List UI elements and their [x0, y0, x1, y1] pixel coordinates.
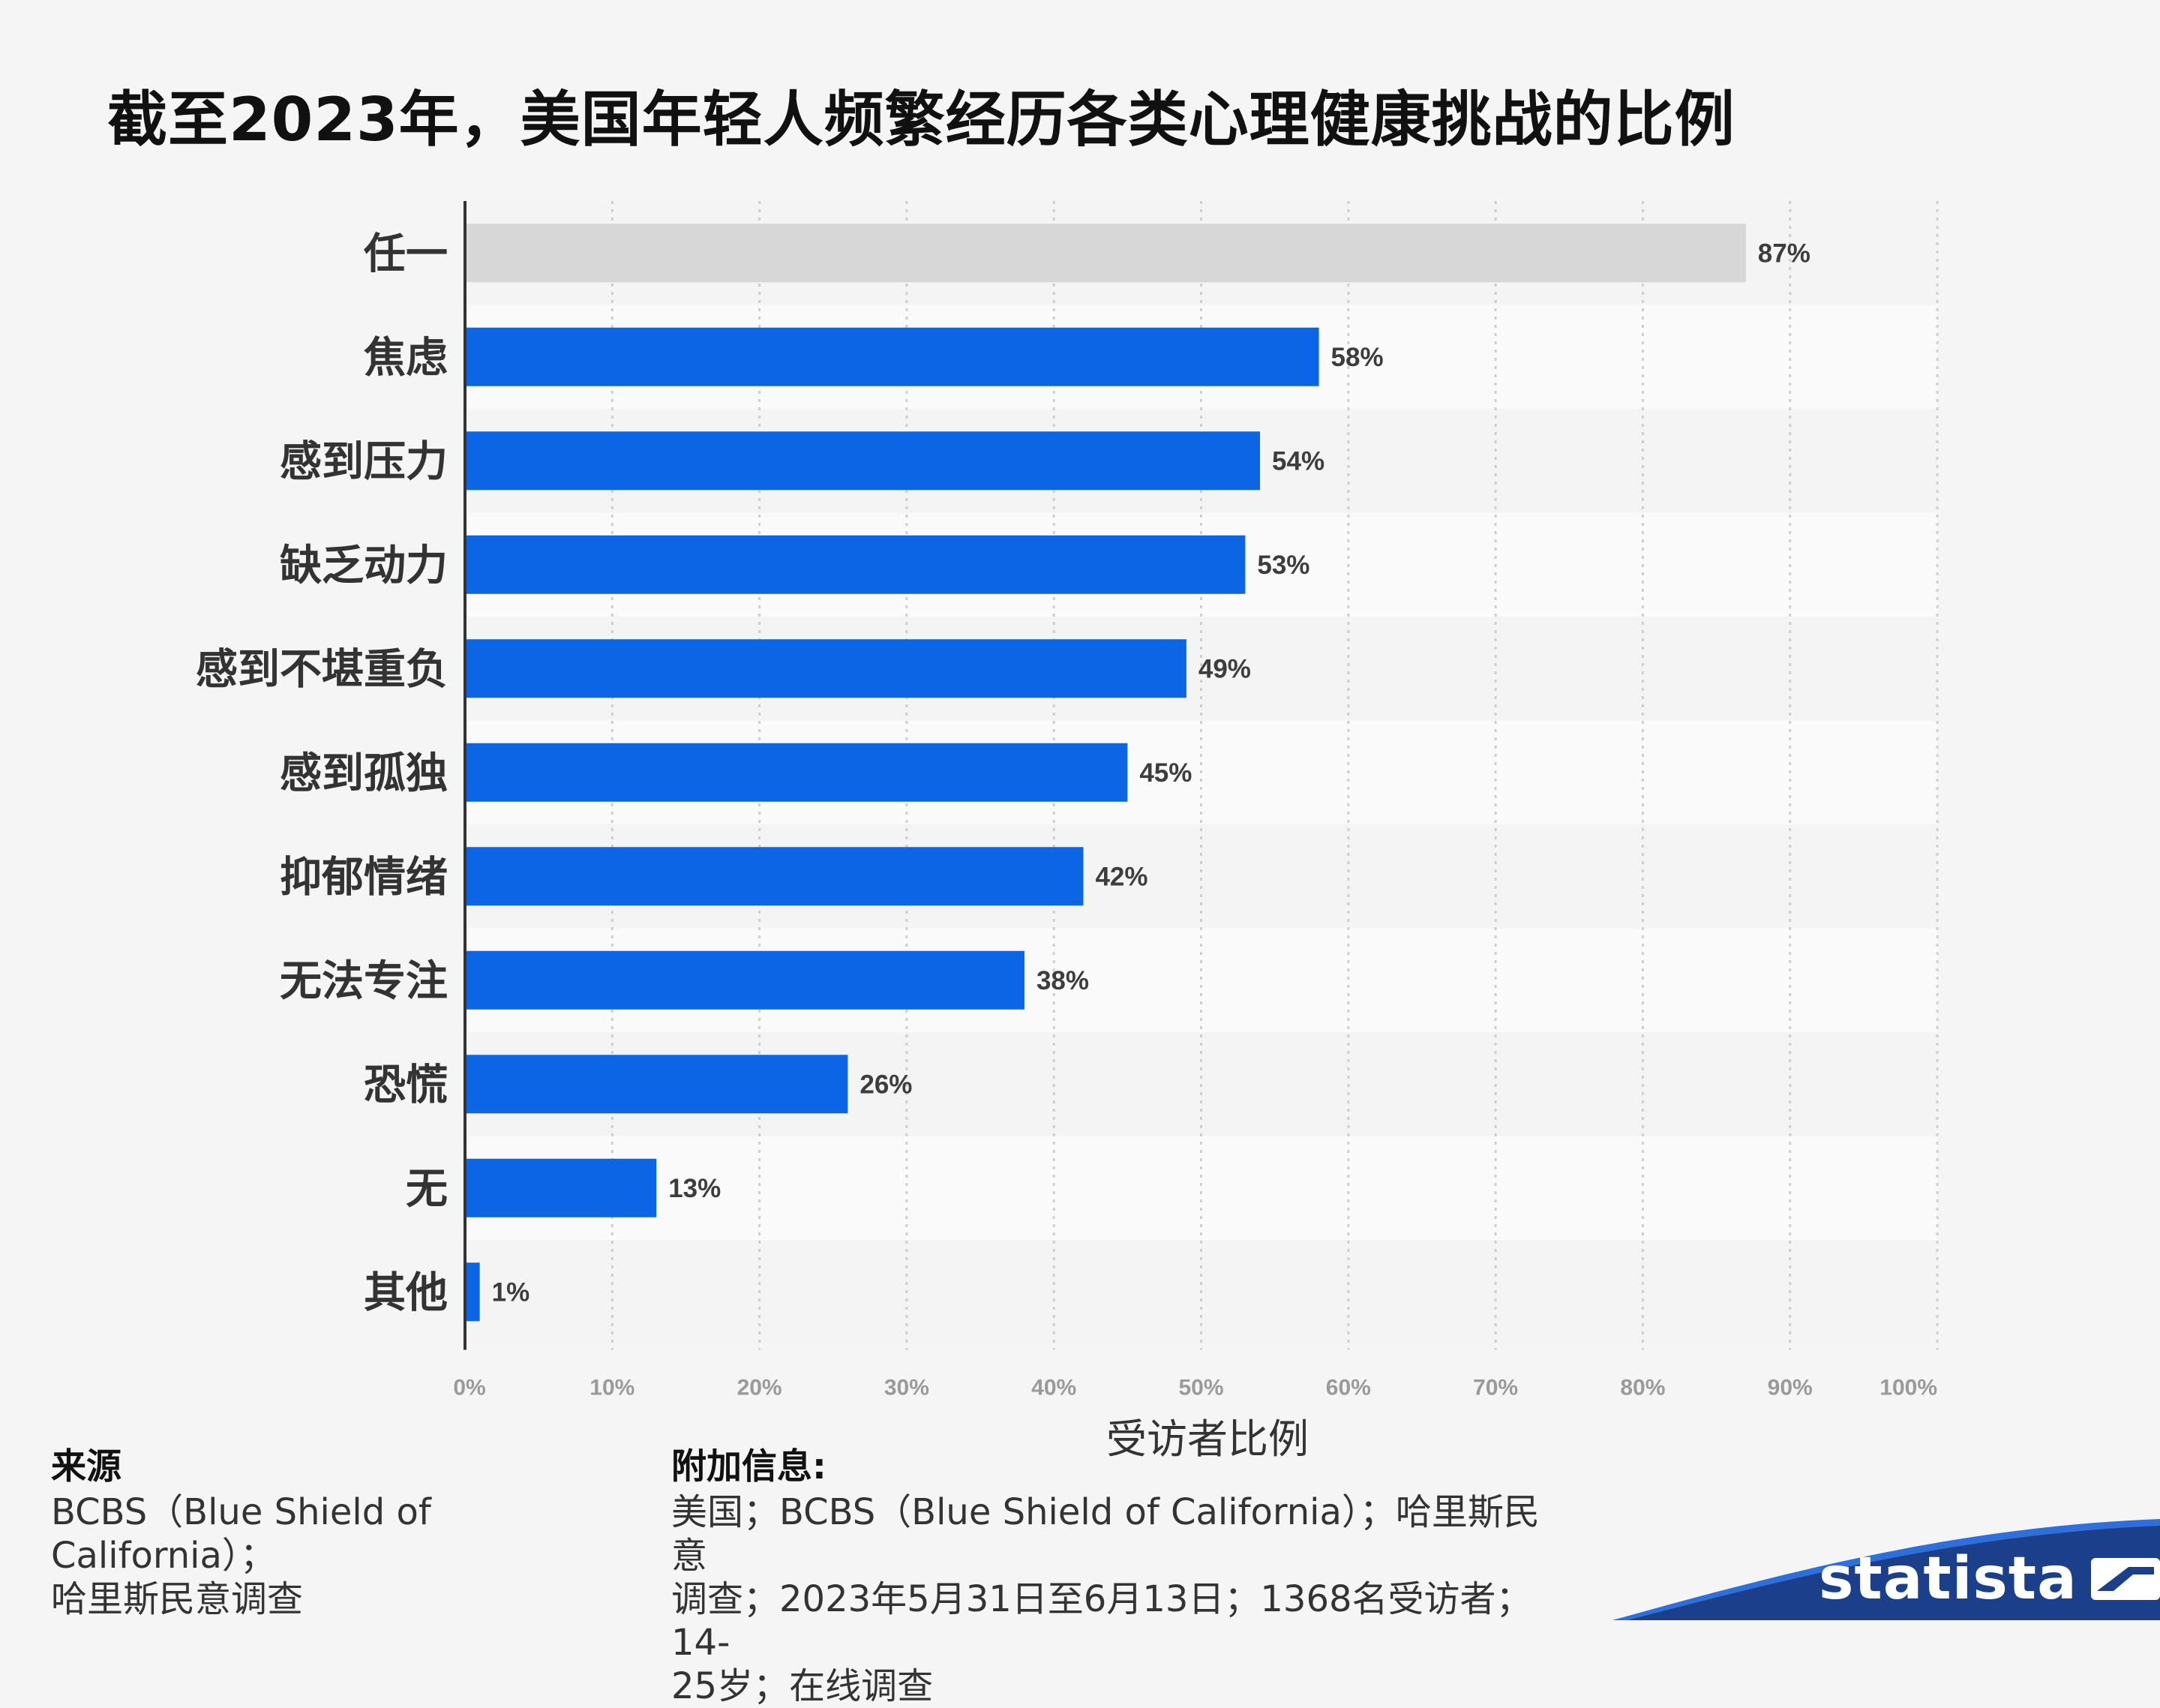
additional-info-line: 美国；BCBS（Blue Shield of California）；哈里斯民意 [671, 1491, 1540, 1577]
value-label: 53% [1257, 551, 1310, 580]
category-label: 焦虑 [364, 334, 448, 383]
additional-info-heading: 附加信息: [671, 1446, 826, 1487]
bar [465, 535, 1246, 594]
x-tick-label: 10% [590, 1376, 634, 1400]
value-label: 49% [1198, 654, 1251, 683]
brand-swoosh [1612, 1519, 2160, 1620]
row-band [465, 1136, 1937, 1240]
bar [465, 847, 1084, 906]
value-label: 13% [668, 1174, 721, 1203]
x-tick-label: 30% [884, 1376, 929, 1400]
value-label: 54% [1272, 446, 1324, 476]
bar [465, 950, 1024, 1010]
additional-info-line: 25岁；在线调查 [671, 1665, 934, 1707]
bar [465, 1262, 480, 1322]
statista-logo-icon [2090, 1558, 2160, 1600]
category-label: 感到压力 [280, 437, 448, 486]
bar [465, 327, 1319, 386]
category-label: 缺乏动力 [280, 542, 448, 590]
x-tick-label: 80% [1620, 1376, 1665, 1400]
chart-title: 截至2023年，美国年轻人频繁经历各类心理健康挑战的比例 [107, 85, 1736, 155]
x-tick-label: 70% [1473, 1376, 1518, 1400]
value-label: 58% [1331, 343, 1384, 372]
category-label: 恐慌 [364, 1061, 448, 1109]
x-tick-label: 60% [1326, 1376, 1371, 1400]
brand-name: statista [1819, 1545, 2078, 1613]
source-heading: 来源 [51, 1446, 122, 1487]
x-tick-label: 20% [737, 1376, 782, 1400]
category-label: 其他 [364, 1268, 448, 1317]
bar [465, 743, 1128, 802]
value-label: 42% [1095, 862, 1148, 891]
x-tick-label: 100% [1880, 1376, 1937, 1400]
bar [465, 639, 1186, 698]
category-label: 感到孤独 [280, 749, 448, 798]
value-label: 38% [1036, 966, 1089, 995]
bar [465, 1158, 657, 1217]
source-block: 来源 BCBS（Blue Shield of California）； 哈里斯民… [51, 1444, 651, 1621]
x-tick-label: 90% [1768, 1376, 1813, 1400]
x-tick-label: 50% [1178, 1376, 1223, 1400]
category-label: 无法专注 [280, 957, 448, 1006]
bar [465, 431, 1261, 491]
statista-logo: statista [1819, 1545, 2160, 1613]
value-label: 26% [860, 1070, 912, 1099]
category-label: 抑郁情绪 [280, 853, 448, 902]
value-label: 1% [492, 1277, 530, 1307]
bar [465, 224, 1746, 283]
category-label: 感到不堪重负 [196, 645, 448, 694]
x-tick-label: 0% [453, 1376, 485, 1400]
x-tick-label: 40% [1031, 1376, 1076, 1400]
x-axis-title: 受访者比例 [1106, 1415, 1309, 1463]
bar [465, 1055, 848, 1114]
bar-chart: 0% 10% 20% 30% 40% 50% 60% 70% 80% 90% 100% 任一 87% 焦虑… [196, 201, 1939, 1463]
source-line: 哈里斯民意调查 [51, 1578, 304, 1620]
category-label: 无 [406, 1165, 448, 1214]
category-label: 任一 [364, 230, 448, 278]
value-label: 45% [1139, 758, 1192, 788]
value-label: 87% [1758, 239, 1810, 268]
source-line: BCBS（Blue Shield of California）； [51, 1491, 431, 1577]
